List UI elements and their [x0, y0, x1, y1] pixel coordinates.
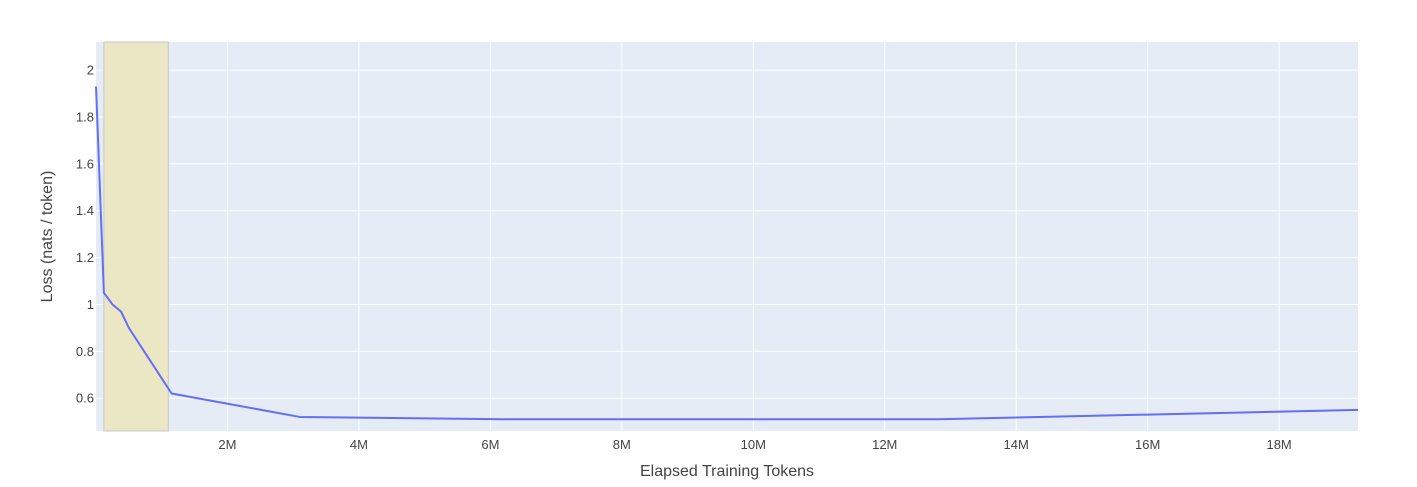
- y-tick-label: 1.6: [76, 156, 94, 171]
- x-tick-label: 12M: [872, 437, 897, 452]
- x-tick-label: 4M: [350, 437, 368, 452]
- y-tick-label: 2: [87, 63, 94, 78]
- x-axis-title: Elapsed Training Tokens: [640, 463, 814, 480]
- y-tick-label: 1.2: [76, 250, 94, 265]
- y-tick-label: 0.6: [76, 391, 94, 406]
- x-tick-label: 2M: [218, 437, 236, 452]
- y-tick-label: 0.8: [76, 344, 94, 359]
- plot-area-background: [96, 42, 1358, 431]
- x-tick-label: 10M: [741, 437, 766, 452]
- y-tick-label: 1.4: [76, 203, 94, 218]
- y-axis-tick-labels: 0.6 0.8 1 1.2 1.4 1.6 1.8 2: [76, 63, 94, 406]
- grid-lines: [96, 42, 1358, 431]
- x-tick-label: 18M: [1266, 437, 1291, 452]
- highlight-region: [103, 41, 169, 432]
- y-tick-label: 1.8: [76, 109, 94, 124]
- y-axis-title: Loss (nats / token): [39, 171, 56, 303]
- series-line: [95, 86, 1359, 421]
- x-tick-label: 16M: [1135, 437, 1160, 452]
- x-tick-label: 6M: [481, 437, 499, 452]
- x-tick-label: 8M: [613, 437, 631, 452]
- x-tick-label: 14M: [1004, 437, 1029, 452]
- x-axis-tick-labels: 2M 4M 6M 8M 10M 12M 14M 16M 18M: [218, 437, 1291, 452]
- y-tick-label: 1: [87, 297, 94, 312]
